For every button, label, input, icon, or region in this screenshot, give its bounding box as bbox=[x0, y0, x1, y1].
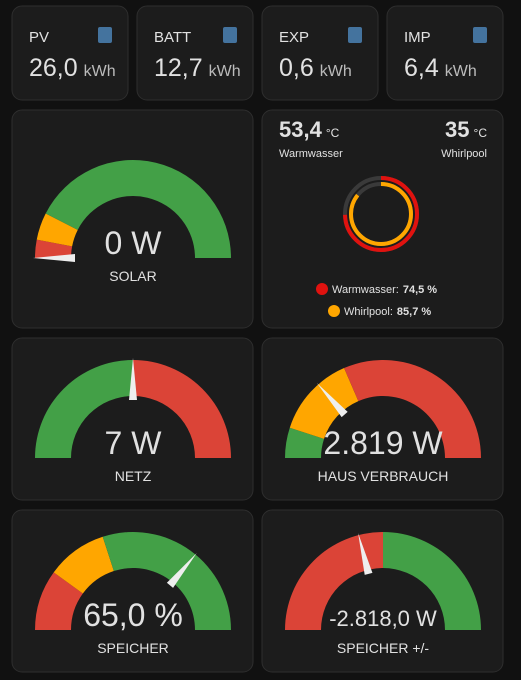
legend-dot bbox=[316, 283, 328, 295]
gauge-segment bbox=[36, 213, 78, 247]
stat-unit: kWh bbox=[84, 63, 116, 80]
gauge-name: SPEICHER bbox=[97, 640, 169, 656]
gauge-needle bbox=[166, 552, 197, 588]
stat-number: 6,4 bbox=[404, 54, 439, 82]
stat-icon bbox=[348, 27, 362, 43]
card bbox=[261, 109, 504, 329]
gauge-needle bbox=[129, 358, 137, 400]
legend-value: 74,5 % bbox=[403, 284, 437, 296]
gauge-segment bbox=[285, 532, 383, 630]
gauge-segment bbox=[35, 360, 133, 458]
legend-entry: Whirlpool: 85,7 % bbox=[344, 306, 431, 318]
stat-label: EXP bbox=[279, 29, 309, 46]
gauge-value: 2.819 W bbox=[323, 425, 443, 461]
gauge-segment bbox=[53, 536, 114, 594]
card bbox=[11, 5, 129, 101]
temp-name: Whirlpool bbox=[441, 148, 487, 160]
gauge-segment bbox=[35, 239, 73, 258]
gauge-value: 7 W bbox=[105, 425, 163, 461]
gauge-segment bbox=[102, 532, 231, 630]
card bbox=[136, 5, 254, 101]
gauge-segment bbox=[289, 368, 359, 439]
gauge-name: NETZ bbox=[115, 468, 152, 484]
gauge-needle bbox=[358, 533, 373, 575]
temp-unit: °C bbox=[474, 126, 488, 140]
ring bbox=[349, 182, 413, 246]
temp-number: 35 bbox=[445, 117, 469, 142]
stat-icon bbox=[98, 27, 112, 43]
legend-name: Whirlpool: bbox=[344, 306, 393, 318]
temp-number: 53,4 bbox=[279, 117, 323, 142]
gauge-value: 65,0 % bbox=[83, 597, 183, 633]
temp-value: 35 °C bbox=[445, 117, 487, 142]
temp-unit: °C bbox=[326, 126, 340, 140]
stat-unit: kWh bbox=[209, 63, 241, 80]
gauge-segment bbox=[35, 572, 83, 630]
stat-label: BATT bbox=[154, 29, 191, 46]
card bbox=[261, 5, 379, 101]
card bbox=[11, 509, 254, 673]
stat-value: 26,0 kWh bbox=[29, 54, 116, 82]
stat-icon bbox=[473, 27, 487, 43]
temp-value: 53,4 °C bbox=[279, 117, 340, 142]
gauge-segment bbox=[133, 360, 231, 458]
card bbox=[11, 109, 254, 329]
gauge-segment bbox=[383, 532, 481, 630]
gauge-value: 0 W bbox=[105, 225, 163, 261]
card bbox=[261, 509, 504, 673]
stat-value: 0,6 kWh bbox=[279, 54, 352, 82]
legend-dot bbox=[328, 305, 340, 317]
gauge-needle bbox=[316, 382, 348, 418]
stat-number: 0,6 bbox=[279, 54, 314, 82]
card bbox=[11, 337, 254, 501]
legend-name: Warmwasser: bbox=[332, 284, 399, 296]
card bbox=[386, 5, 504, 101]
gauge-segment bbox=[285, 427, 325, 458]
ring bbox=[343, 176, 419, 252]
stat-unit: kWh bbox=[445, 63, 477, 80]
legend-value: 85,7 % bbox=[397, 306, 431, 318]
stat-value: 12,7 kWh bbox=[154, 54, 241, 82]
stat-number: 12,7 bbox=[154, 54, 203, 82]
stat-number: 26,0 bbox=[29, 54, 78, 82]
gauge-name: HAUS VERBRAUCH bbox=[318, 468, 449, 484]
gauge-segment bbox=[45, 159, 231, 258]
stat-unit: kWh bbox=[320, 63, 352, 80]
gauge-segment bbox=[344, 360, 481, 458]
stat-value: 6,4 kWh bbox=[404, 54, 477, 82]
gauge-name: SPEICHER +/- bbox=[337, 640, 430, 656]
card bbox=[261, 337, 504, 501]
temp-name: Warmwasser bbox=[279, 148, 343, 160]
stat-icon bbox=[223, 27, 237, 43]
gauge-needle bbox=[33, 254, 75, 262]
stat-label: IMP bbox=[404, 29, 431, 46]
stat-label: PV bbox=[29, 29, 49, 46]
gauge-name: SOLAR bbox=[109, 268, 156, 284]
legend-entry: Warmwasser: 74,5 % bbox=[332, 284, 437, 296]
gauge-value: -2.818,0 W bbox=[329, 606, 437, 631]
